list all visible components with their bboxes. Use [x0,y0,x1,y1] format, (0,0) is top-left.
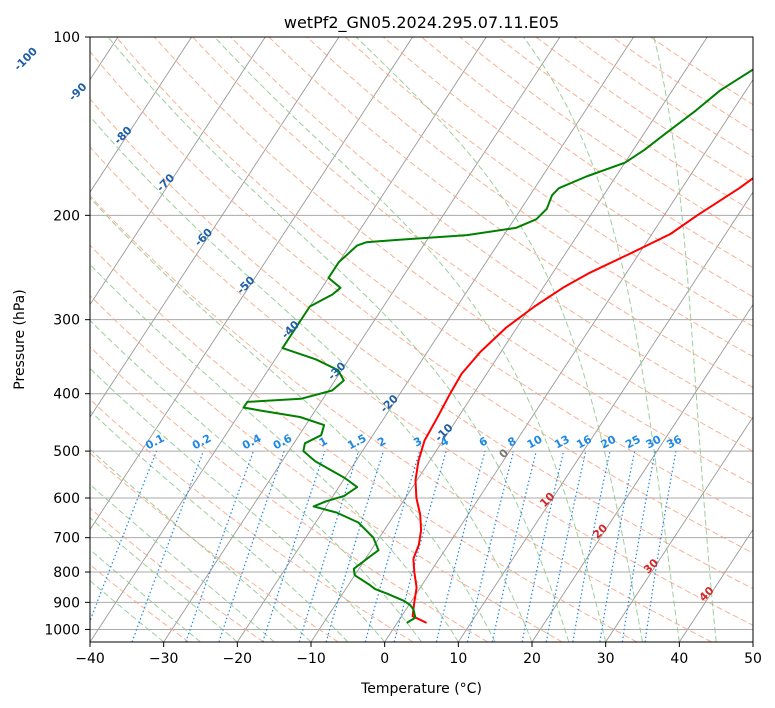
isotherm [678,528,753,642]
mixing-ratio-label: 25 [623,433,643,452]
mixing-ratio-line [298,450,360,642]
chart-title: wetPf2_GN05.2024.295.07.11.E05 [284,13,559,33]
moist-adiabat [90,367,386,642]
moist-adiabat [107,37,570,642]
plot-frame [89,36,754,643]
plot-area [90,37,753,642]
y-tick-label: 700 [53,531,80,547]
dry-adiabat [90,507,264,642]
dry-adiabat [90,398,414,642]
dry-adiabat [90,98,753,590]
mixing-ratio-label: 20 [599,433,619,452]
mixing-ratio-line [218,450,285,642]
x-axis-label: Temperature (°C) [360,681,482,697]
dry-adiabat [192,37,753,452]
x-tick-label: −20 [223,651,253,667]
y-tick-label: 200 [53,208,80,224]
y-tick-label: 400 [53,387,80,403]
mixing-ratio-line [644,450,677,642]
isotherm [605,416,753,642]
x-tick-label: −40 [75,651,105,667]
dry-adiabat [115,37,753,519]
mixing-ratio-label: 16 [574,433,594,452]
isotherm [90,37,192,193]
mixing-ratio-line [435,450,486,642]
isotherm [90,37,266,306]
dry-adiabat [90,195,712,642]
moist-adiabat [90,483,275,642]
moist-adiabat [523,37,680,642]
x-tick-label: 10 [449,651,467,667]
mixing-ratio-label: 36 [664,433,684,452]
moist-adiabat [653,37,717,642]
moist-adiabat [90,549,201,642]
x-tick-label: 50 [744,651,762,667]
axes: −40 −30 −20 −10 0 10 20 30 40 50 100 200 300 400 500 60… [44,30,762,667]
isotherm [457,191,753,642]
dry-adiabat [90,146,753,626]
dry-adiabat [90,294,563,642]
x-tick-label: −10 [296,651,326,667]
isotherm [90,37,340,418]
moist-adiabat [90,517,238,642]
dry-adiabat [382,37,753,298]
moist-adiabat [90,410,349,642]
y-tick-label: 100 [53,30,80,46]
temperature-profile [411,177,753,624]
y-tick-label: 800 [53,565,80,581]
moist-adiabat [90,197,496,642]
mixing-ratio-label: 13 [552,433,572,452]
isotherm [531,303,753,642]
isotherm [236,37,634,642]
y-tick-label: 600 [53,491,80,507]
mixing-ratio-line [131,450,204,642]
moist-adiabat [355,37,643,642]
moist-adiabat [90,580,165,642]
mixing-ratio-label: 30 [644,433,664,452]
moist-adiabat [90,263,459,642]
mixing-ratio-label: 10 [525,433,545,452]
mixing-ratio-line [185,450,254,642]
moist-adiabat [90,115,533,642]
x-tick-label: 40 [670,651,688,667]
mixing-ratio-line [521,450,565,642]
mixing-ratio-line [491,450,537,642]
x-tick-label: 20 [523,651,541,667]
dewpoint-profile [242,68,753,624]
x-tick-label: −30 [149,651,179,667]
mixing-ratio-line [90,450,158,623]
dry-adiabat [90,346,488,642]
isotherm [90,37,413,531]
dry-adiabat [230,37,753,420]
isotherm [384,78,753,642]
moist-adiabat [90,448,312,642]
mixing-ratio-line [325,450,384,642]
y-tick-label: 300 [53,313,80,329]
x-tick-label: 0 [380,651,389,667]
y-tick-label: 900 [53,595,80,611]
mixing-ratio-line [393,450,447,642]
y-axis-label: Pressure (hPa) [12,289,28,389]
mixing-ratio-line [466,450,515,642]
y-tick-label: 500 [53,444,80,460]
dry-adiabat [90,244,638,642]
mixing-ratio-line [364,450,421,642]
isotherm [163,37,561,642]
x-tick-label: 30 [597,651,615,667]
mixing-ratio-line [262,450,326,642]
y-tick-label: 1000 [44,622,80,638]
